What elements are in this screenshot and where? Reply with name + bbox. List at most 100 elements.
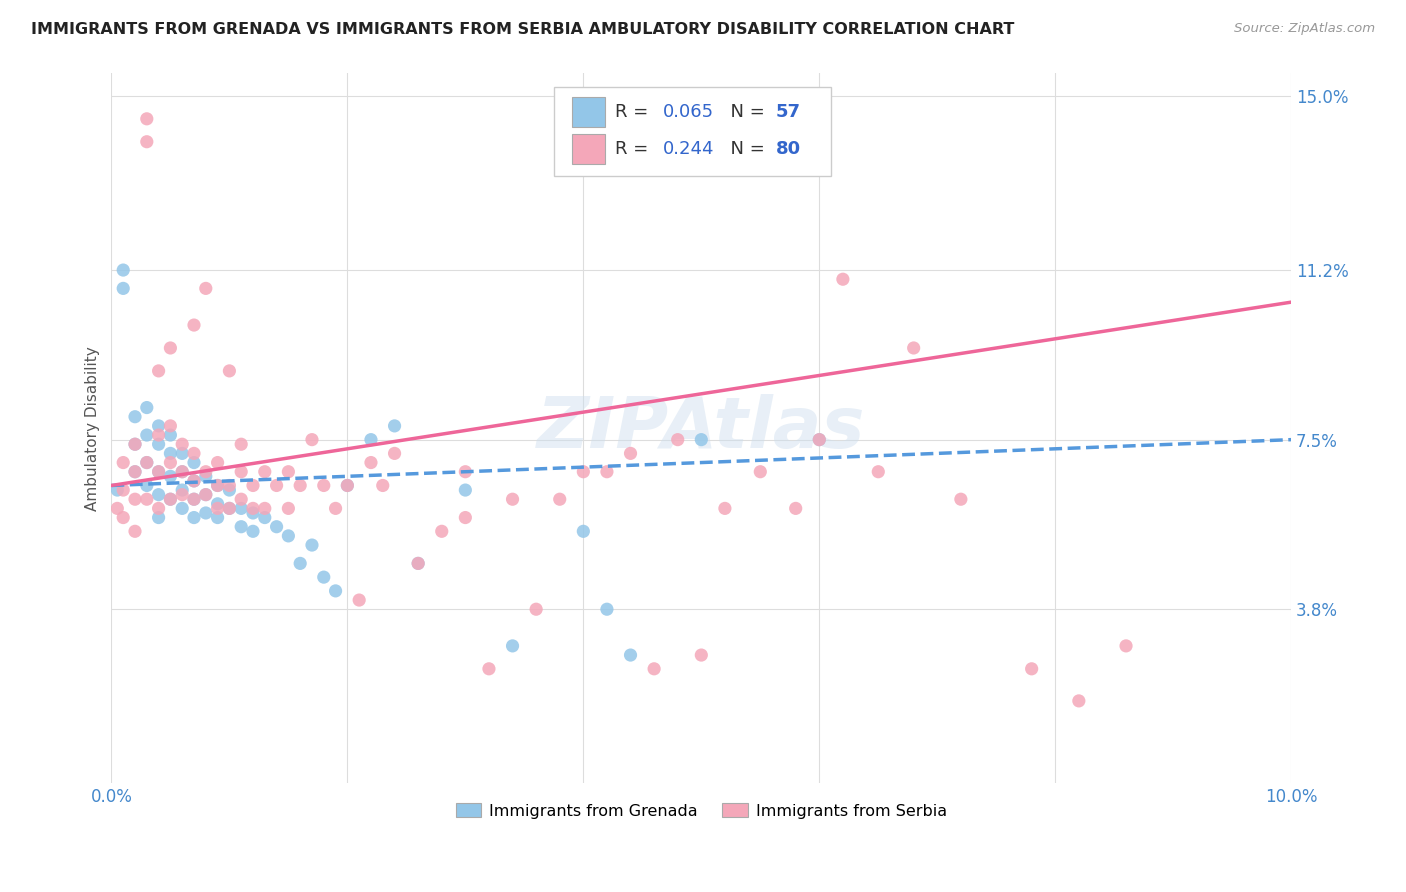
Point xyxy=(159,456,181,470)
Point xyxy=(148,428,170,442)
Point xyxy=(572,465,595,479)
Text: R =: R = xyxy=(616,103,654,121)
Point xyxy=(231,492,253,507)
Point xyxy=(242,506,264,520)
Point xyxy=(183,474,205,488)
Text: N =: N = xyxy=(718,140,770,158)
Point xyxy=(384,446,406,460)
Point xyxy=(1115,639,1137,653)
Point xyxy=(218,501,240,516)
Point xyxy=(135,135,157,149)
Point xyxy=(183,474,205,488)
Point xyxy=(124,437,146,451)
Point xyxy=(548,492,571,507)
Point xyxy=(194,469,217,483)
Point xyxy=(231,465,253,479)
Point xyxy=(148,364,170,378)
Text: 80: 80 xyxy=(776,140,801,158)
Point xyxy=(207,478,229,492)
Text: IMMIGRANTS FROM GRENADA VS IMMIGRANTS FROM SERBIA AMBULATORY DISABILITY CORRELAT: IMMIGRANTS FROM GRENADA VS IMMIGRANTS FR… xyxy=(31,22,1014,37)
Text: 0.244: 0.244 xyxy=(662,140,714,158)
Point xyxy=(253,501,276,516)
Point xyxy=(124,409,146,424)
Point xyxy=(312,478,335,492)
Point xyxy=(172,437,194,451)
Point xyxy=(502,639,524,653)
Text: R =: R = xyxy=(616,140,654,158)
Point xyxy=(690,433,713,447)
Point xyxy=(454,465,477,479)
Point xyxy=(207,510,229,524)
Point xyxy=(868,465,890,479)
Point xyxy=(288,557,311,571)
Point xyxy=(242,478,264,492)
Point xyxy=(336,478,359,492)
Point xyxy=(194,488,217,502)
Point xyxy=(207,456,229,470)
Point xyxy=(347,593,370,607)
Point xyxy=(572,524,595,539)
Point xyxy=(619,446,641,460)
Point xyxy=(183,446,205,460)
Point xyxy=(135,492,157,507)
Point xyxy=(172,488,194,502)
Point xyxy=(207,497,229,511)
Point xyxy=(112,263,135,277)
Point xyxy=(266,478,288,492)
Text: Source: ZipAtlas.com: Source: ZipAtlas.com xyxy=(1234,22,1375,36)
Point xyxy=(231,437,253,451)
Point xyxy=(336,478,359,492)
FancyBboxPatch shape xyxy=(554,87,831,176)
Point xyxy=(159,492,181,507)
Point xyxy=(105,501,128,516)
Point xyxy=(231,501,253,516)
Point xyxy=(183,318,205,332)
Point xyxy=(124,465,146,479)
Point xyxy=(384,418,406,433)
Point xyxy=(159,446,181,460)
Point xyxy=(949,492,972,507)
Point xyxy=(808,433,831,447)
Text: ZIPAtlas: ZIPAtlas xyxy=(537,393,866,463)
Point xyxy=(135,456,157,470)
Point xyxy=(808,433,831,447)
Point xyxy=(159,418,181,433)
Point xyxy=(148,418,170,433)
Point xyxy=(159,492,181,507)
Point xyxy=(172,446,194,460)
Point xyxy=(159,341,181,355)
Point xyxy=(148,510,170,524)
Point xyxy=(301,433,323,447)
Point xyxy=(524,602,547,616)
Point xyxy=(454,483,477,497)
Point xyxy=(690,648,713,662)
Point xyxy=(159,469,181,483)
Point xyxy=(194,465,217,479)
Point xyxy=(172,465,194,479)
Point xyxy=(112,510,135,524)
Point xyxy=(148,465,170,479)
Y-axis label: Ambulatory Disability: Ambulatory Disability xyxy=(86,346,100,510)
Point xyxy=(266,519,288,533)
Point xyxy=(1021,662,1043,676)
Point xyxy=(124,437,146,451)
Point xyxy=(172,483,194,497)
Point xyxy=(277,529,299,543)
Point xyxy=(253,465,276,479)
Point xyxy=(172,465,194,479)
Point xyxy=(218,478,240,492)
Point xyxy=(135,478,157,492)
Point xyxy=(183,510,205,524)
Point xyxy=(183,492,205,507)
Point xyxy=(242,501,264,516)
Point xyxy=(406,557,429,571)
Point xyxy=(502,492,524,507)
Point xyxy=(135,456,157,470)
Point xyxy=(124,465,146,479)
Point xyxy=(112,483,135,497)
Point xyxy=(183,456,205,470)
Point xyxy=(112,456,135,470)
Point xyxy=(218,501,240,516)
Point xyxy=(325,583,347,598)
Point xyxy=(478,662,501,676)
